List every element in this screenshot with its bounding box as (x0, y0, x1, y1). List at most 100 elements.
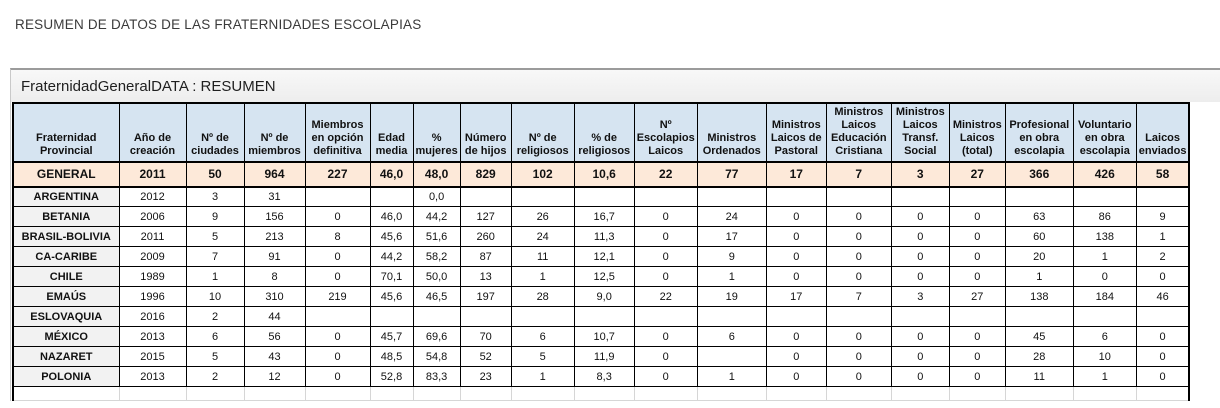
table-cell: 6 (185, 326, 245, 348)
table-row: ARGENTINA 2012 3 31 0,0 (12, 186, 1190, 208)
column-header: % de religiosos (573, 102, 635, 163)
table-cell: 46 (1135, 286, 1190, 308)
row-label: POLONIA (12, 366, 120, 388)
table-cell: 52,8 (369, 366, 414, 388)
table-cell: 3 (890, 160, 950, 188)
table-cell: 2011 (118, 226, 187, 248)
row-label: BRASIL-BOLIVIA (12, 226, 120, 248)
table-cell (459, 306, 512, 328)
table-cell (1135, 186, 1190, 208)
table-cell: 2015 (118, 346, 187, 368)
table-cell: 17 (765, 160, 827, 188)
table-cell: 10 (185, 286, 245, 308)
empty-cell (369, 386, 414, 402)
table-cell: 46,0 (369, 160, 414, 188)
empty-cell (459, 386, 512, 402)
table-cell: 63 (1004, 206, 1074, 228)
table-cell: 0 (633, 266, 698, 288)
table-cell (369, 306, 414, 328)
table-cell: 27 (948, 160, 1006, 188)
table-cell: 58,2 (412, 246, 461, 268)
table-cell: 9 (1135, 206, 1190, 228)
table-cell: 0 (304, 266, 371, 288)
row-label: MÉXICO (12, 326, 120, 348)
table-cell (765, 186, 827, 208)
table-cell: 54,8 (412, 346, 461, 368)
table-cell: 1989 (118, 266, 187, 288)
table-cell: 0 (633, 346, 698, 368)
table-cell: 0 (948, 366, 1006, 388)
table-cell: 7 (825, 160, 892, 188)
table-row: ESLOVAQUIA 2016 2 44 (12, 306, 1190, 328)
table-cell (573, 186, 635, 208)
table-cell: 260 (459, 226, 512, 248)
table-cell: 10,7 (573, 326, 635, 348)
row-label: ESLOVAQUIA (12, 306, 120, 328)
table-cell (890, 186, 950, 208)
column-header: Nº de miembros (243, 102, 306, 163)
table-cell: 9,0 (573, 286, 635, 308)
fraternidades-table: Fraternidad Provincial Año de creación Nº … (12, 102, 1191, 402)
table-row: BRASIL-BOLIVIA 2011 5 213 8 45,6 51,6 260 24 11,3… (12, 226, 1190, 248)
table-cell: 77 (696, 160, 767, 188)
row-label: CA-CARIBE (12, 246, 120, 268)
table-cell: 2 (1135, 246, 1190, 268)
table-cell: 127 (459, 206, 512, 228)
table-cell: 58 (1135, 160, 1190, 188)
table-cell: 9 (185, 206, 245, 228)
table-cell (510, 306, 575, 328)
table-cell: 24 (696, 206, 767, 228)
table-cell: 964 (243, 160, 306, 188)
column-header: % mujeres (412, 102, 461, 163)
column-header: Fraternidad Provincial (12, 102, 120, 163)
column-header: Ministros Laicos (total) (948, 102, 1006, 163)
table-cell: 0 (825, 226, 892, 248)
table-cell (765, 306, 827, 328)
table-cell: 0 (890, 266, 950, 288)
table-cell: 20 (1004, 246, 1074, 268)
table-row: MÉXICO 2013 6 56 0 45,7 69,6 70 6 10,7 0 6 0 0 0 0 45 6 0 (12, 326, 1190, 348)
column-header: Nº Escolapios Laicos (633, 102, 698, 163)
table-cell: 1 (1072, 246, 1137, 268)
table-cell: 213 (243, 226, 306, 248)
empty-cell (412, 386, 461, 402)
table-cell: 227 (304, 160, 371, 188)
table-cell: 0 (1135, 326, 1190, 348)
table-cell: 10,6 (573, 160, 635, 188)
table-cell: 0 (948, 226, 1006, 248)
table-cell: 50 (185, 160, 245, 188)
table-cell: 6 (696, 326, 767, 348)
table-cell: 197 (459, 286, 512, 308)
table-cell: 138 (1004, 286, 1074, 308)
table-cell: 31 (243, 186, 306, 208)
table-cell: 426 (1072, 160, 1137, 188)
table-cell: 0 (948, 206, 1006, 228)
table-cell: 0 (825, 206, 892, 228)
table-cell: 0 (890, 326, 950, 348)
table-cell: 0 (825, 346, 892, 368)
table-cell: 0 (765, 226, 827, 248)
table-cell: 0 (890, 226, 950, 248)
empty-cell (243, 386, 306, 402)
table-cell: 10 (1072, 346, 1137, 368)
column-header: Laicos enviados (1135, 102, 1190, 163)
table-cell: 12 (243, 366, 306, 388)
table-cell: 6 (510, 326, 575, 348)
column-header: Profesional en obra escolapia (1004, 102, 1074, 163)
table-cell: 0 (948, 326, 1006, 348)
table-cell: 0 (304, 246, 371, 268)
column-header: Miembros en opción definitiva (304, 102, 371, 163)
table-cell: 2013 (118, 326, 187, 348)
table-cell: 22 (633, 160, 698, 188)
table-cell: 1 (696, 266, 767, 288)
table-cell: 1996 (118, 286, 187, 308)
table-cell: 0 (765, 366, 827, 388)
table-cell: 2011 (118, 160, 187, 188)
column-header: Número de hijos (459, 102, 512, 163)
column-header: Ministros Laicos de Pastoral (765, 102, 827, 163)
table-cell: 0 (948, 246, 1006, 268)
table-cell: 9 (696, 246, 767, 268)
table-cell: 27 (948, 286, 1006, 308)
table-cell (696, 346, 767, 368)
table-cell: 0 (633, 226, 698, 248)
